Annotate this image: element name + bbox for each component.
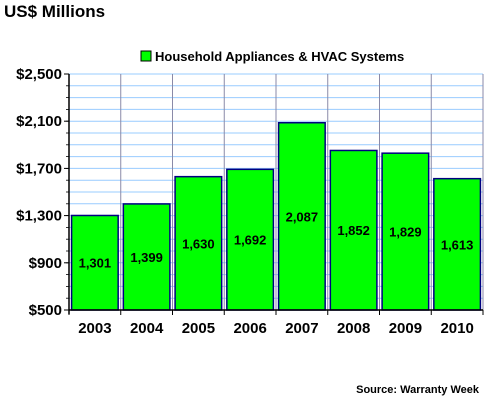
data-label-2008: 1,852 — [337, 223, 370, 238]
x-tick-label-2006: 2006 — [233, 320, 266, 337]
x-tick-label-2004: 2004 — [130, 320, 164, 337]
data-label-2007: 2,087 — [286, 209, 319, 224]
bar-2010 — [433, 177, 482, 311]
bars — [70, 121, 482, 311]
legend: Household Appliances & HVAC Systems — [140, 49, 404, 64]
legend-label: Household Appliances & HVAC Systems — [155, 49, 404, 64]
bar-2007 — [277, 121, 326, 311]
bar-2009 — [381, 152, 430, 311]
x-tick-label-2009: 2009 — [389, 320, 422, 337]
data-label-2010: 1,613 — [441, 237, 474, 252]
y-tick-label: $2,100 — [16, 113, 62, 130]
x-tick-label-2005: 2005 — [182, 320, 215, 337]
data-label-2009: 1,829 — [389, 225, 422, 240]
data-label-2006: 1,692 — [234, 233, 267, 248]
data-label-2005: 1,630 — [182, 236, 215, 251]
x-tick-label-2010: 2010 — [440, 320, 473, 337]
chart-title: US$ Millions — [4, 2, 106, 21]
bar-2005 — [174, 175, 223, 311]
x-tick-label-2003: 2003 — [78, 320, 111, 337]
y-tick-label: $2,500 — [16, 66, 62, 83]
y-tick-label: $500 — [29, 302, 62, 319]
data-label-2004: 1,399 — [130, 250, 163, 265]
legend-swatch — [140, 50, 152, 62]
source-note: Source: Warranty Week — [356, 384, 479, 396]
x-tick-label-2007: 2007 — [285, 320, 318, 337]
bar-2006 — [226, 168, 275, 311]
axes — [64, 73, 484, 315]
y-tick-label: $900 — [29, 255, 62, 272]
bar-2003 — [70, 214, 119, 311]
data-label-2003: 1,301 — [79, 256, 112, 271]
y-tick-label: $1,300 — [16, 208, 62, 225]
y-tick-label: $1,700 — [16, 160, 62, 177]
bar-2004 — [122, 203, 171, 311]
x-tick-label-2008: 2008 — [337, 320, 370, 337]
bar-2008 — [329, 149, 378, 311]
labels: 1,301 2003 1,399 2004 1,630 2005 1,692 2006 2,08… — [16, 66, 474, 337]
